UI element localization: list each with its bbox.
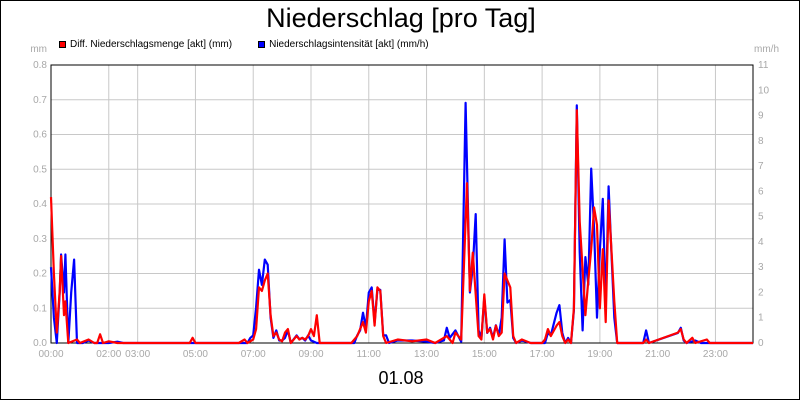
legend-label-menge: Diff. Niederschlagsmenge [akt] (mm)	[70, 39, 233, 50]
y-right-unit-label: mm/h	[754, 44, 779, 55]
y-right-tick-label: 7	[758, 161, 764, 172]
x-tick-label: 21:00	[645, 349, 670, 360]
x-tick-label: 00:00	[38, 349, 63, 360]
legend-swatch-intensitaet	[258, 41, 266, 48]
chart-title: Niederschlag [pro Tag]	[266, 3, 536, 33]
x-axis-caption: 01.08	[378, 368, 424, 388]
y-left-tick-label: 0.8	[33, 60, 47, 71]
x-tick-label: 02:00	[96, 349, 121, 360]
x-tick-label: 07:00	[241, 349, 266, 360]
series-line-menge	[49, 109, 753, 345]
legend-item-menge: Diff. Niederschlagsmenge [akt] (mm)	[59, 39, 232, 50]
legend-swatch-menge	[59, 41, 66, 48]
series-line-intensitaet	[49, 101, 753, 345]
x-tick-label: 19:00	[587, 349, 612, 360]
y-left-tick-label: 0.1	[33, 303, 47, 314]
x-tick-label: 05:00	[183, 349, 208, 360]
y-left-tick-label: 0.7	[33, 95, 47, 106]
y-left-tick-label: 0.0	[33, 338, 47, 349]
y-right-tick-label: 2	[758, 287, 764, 298]
y-right-tick-label: 3	[758, 262, 764, 273]
y-right-tick-label: 9	[758, 111, 764, 122]
x-tick-label: 15:00	[472, 349, 497, 360]
legend-label-intensitaet: Niederschlagsintensität [akt] (mm/h)	[269, 39, 429, 50]
y-right-tick-label: 1	[758, 313, 764, 324]
y-left-tick-label: 0.3	[33, 234, 47, 245]
y-left-tick-label: 0.4	[33, 199, 47, 210]
x-tick-label: 03:00	[125, 349, 150, 360]
x-tick-label: 17:00	[530, 349, 555, 360]
x-tick-label: 13:00	[414, 349, 439, 360]
legend: Diff. Niederschlagsmenge [akt] (mm) Nied…	[59, 39, 455, 50]
y-right-tick-label: 11	[758, 60, 769, 71]
x-tick-label: 09:00	[298, 349, 323, 360]
y-right-tick-label: 10	[758, 85, 770, 96]
y-right-tick-label: 5	[758, 212, 764, 223]
y-right-tick-label: 8	[758, 136, 764, 147]
y-left-tick-label: 0.2	[33, 269, 47, 280]
y-right-tick-label: 0	[758, 338, 764, 349]
y-right-tick-label: 4	[758, 237, 764, 248]
y-left-tick-label: 0.5	[33, 164, 47, 175]
x-tick-label: 11:00	[357, 349, 382, 360]
legend-item-intensitaet: Niederschlagsintensität [akt] (mm/h)	[258, 39, 429, 50]
x-tick-label: 23:00	[703, 349, 728, 360]
y-right-tick-label: 6	[758, 186, 764, 197]
y-left-unit-label: mm	[30, 44, 47, 55]
y-left-tick-label: 0.6	[33, 130, 47, 141]
